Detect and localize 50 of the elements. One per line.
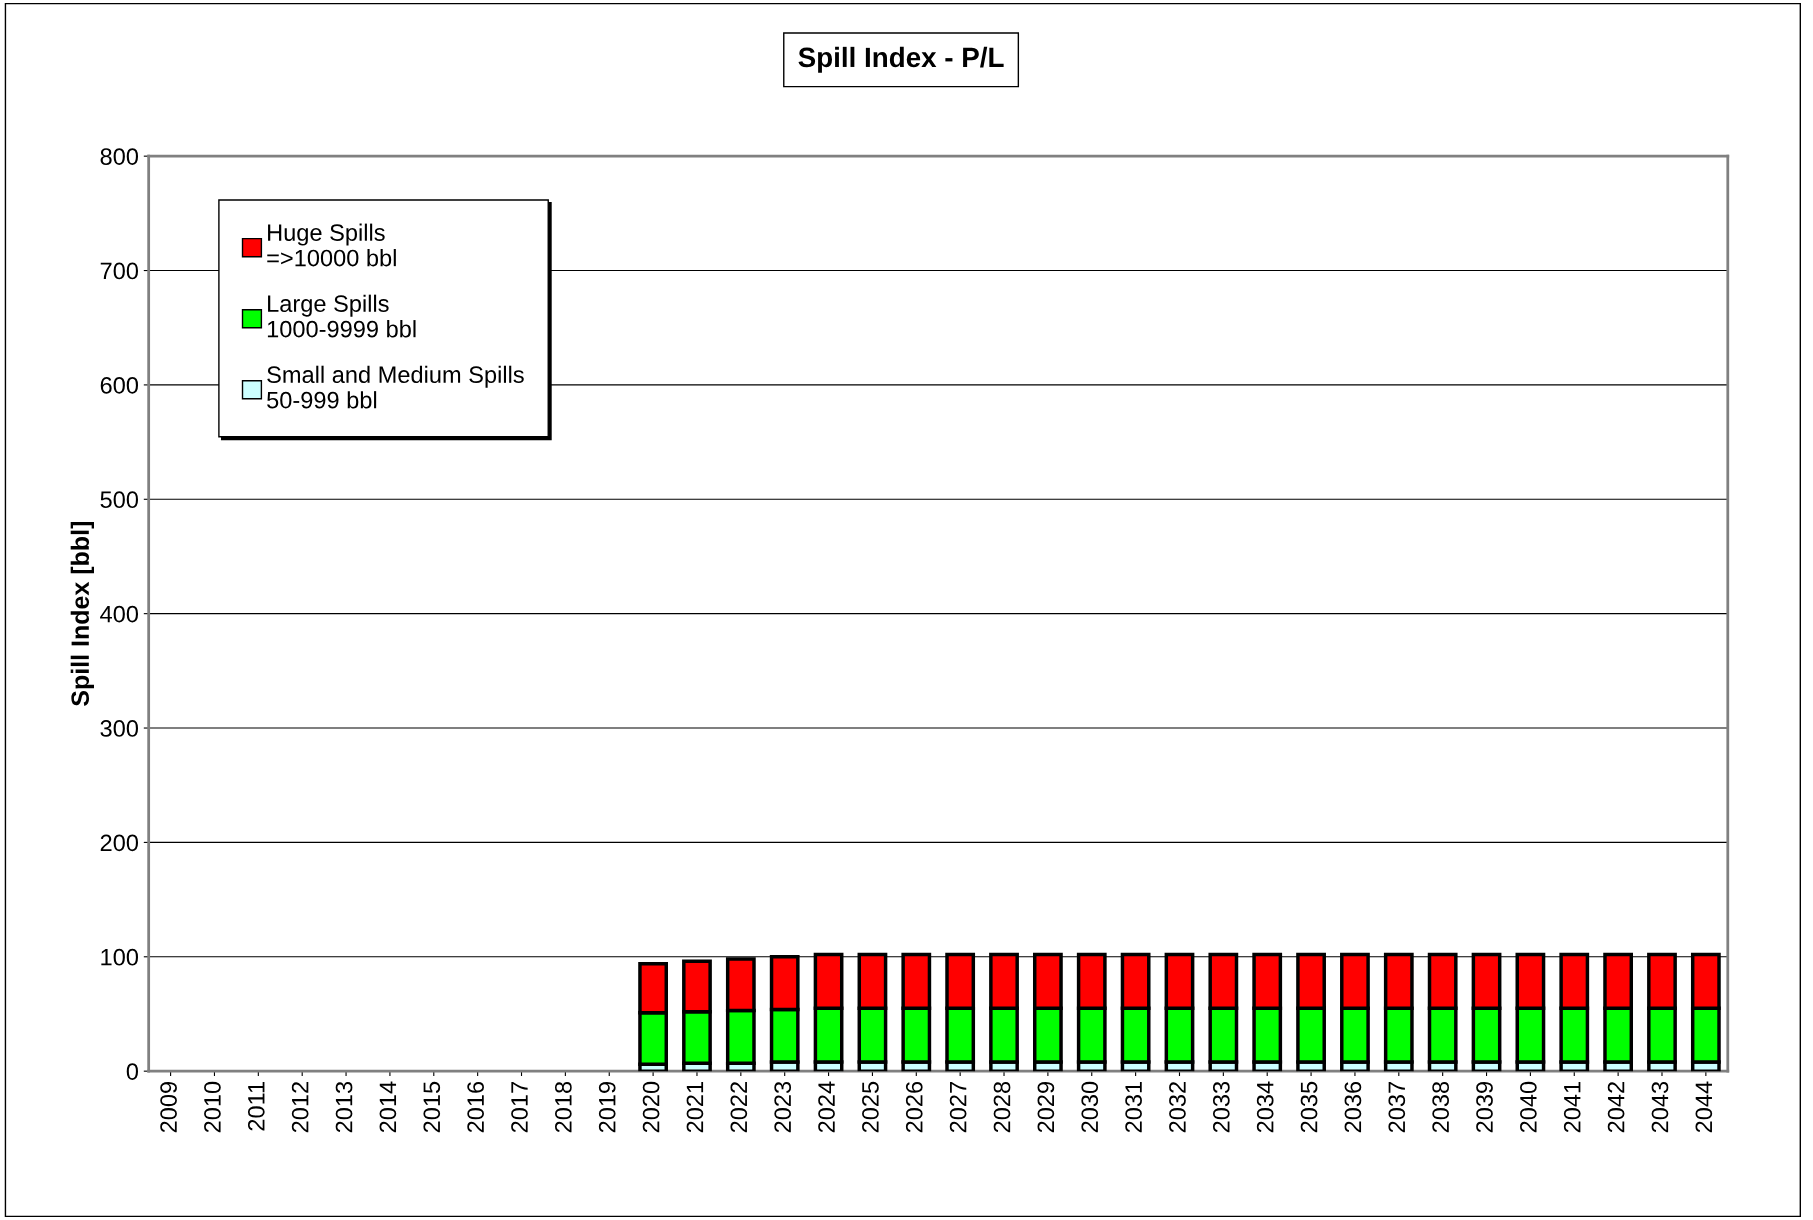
x-tick-label: 2034 — [1256, 1081, 1274, 1133]
x-tick-label: 2013 — [335, 1081, 353, 1133]
x-tick-label: 2028 — [993, 1081, 1011, 1133]
x-tick-label: 2038 — [1432, 1081, 1450, 1133]
x-tick-label: 2009 — [160, 1082, 177, 1133]
x-tick-label: 2040 — [1520, 1081, 1537, 1133]
x-tick-label: 2017 — [511, 1082, 528, 1133]
x-tick-label: 2021 — [686, 1082, 704, 1133]
x-tick-label: 2035 — [1300, 1081, 1318, 1133]
x-tick-label: 2018 — [555, 1081, 572, 1133]
y-tick-label: 400 — [100, 605, 139, 623]
x-tick-label: 2031 — [1125, 1082, 1142, 1133]
y-tick-label: 800 — [100, 148, 139, 165]
x-tick-label: 2029 — [1037, 1082, 1055, 1133]
x-tick-label: 2020 — [642, 1081, 660, 1133]
x-tick-label: 2025 — [862, 1081, 879, 1133]
y-tick-label: 100 — [101, 948, 139, 966]
x-tick-label: 2030 — [1081, 1081, 1099, 1133]
legend-label: Small and Medium Spills 50-999 bbl — [267, 365, 524, 409]
y-axis-title: Spill Index [bbl] — [70, 522, 94, 706]
x-tick-label: 2042 — [1607, 1082, 1625, 1133]
y-tick-label: 600 — [100, 376, 139, 394]
legend-label: Large Spills 1000-9999 bbl — [267, 294, 416, 338]
x-tick-label: 2027 — [949, 1082, 967, 1133]
y-tick-label: 0 — [126, 1063, 139, 1080]
x-tick-label: 2044 — [1695, 1081, 1713, 1133]
x-tick-label: 2024 — [818, 1081, 835, 1133]
x-tick-label: 2015 — [423, 1081, 441, 1133]
x-tick-label: 2036 — [1344, 1081, 1362, 1133]
y-tick-label: 300 — [100, 720, 139, 737]
legend-label: Huge Spills =>10000 bbl — [267, 223, 396, 267]
x-tick-label: 2039 — [1476, 1082, 1493, 1133]
x-tick-label: 2037 — [1388, 1082, 1406, 1133]
x-tick-label: 2026 — [905, 1081, 923, 1133]
x-tick-label: 2011 — [247, 1082, 265, 1131]
x-tick-label: 2033 — [1212, 1081, 1230, 1133]
x-tick-label: 2016 — [467, 1081, 484, 1133]
x-tick-label: 2032 — [1169, 1082, 1186, 1133]
y-tick-label: 200 — [100, 834, 139, 852]
x-tick-label: 2014 — [379, 1081, 397, 1133]
x-tick-label: 2041 — [1563, 1082, 1581, 1133]
chart-title: Spill Index - P/L — [798, 46, 1004, 73]
x-tick-label: 2012 — [291, 1082, 309, 1133]
y-tick-label: 500 — [100, 491, 139, 509]
x-tick-label: 2010 — [204, 1081, 221, 1133]
x-tick-label: 2022 — [730, 1082, 748, 1133]
x-tick-label: 2043 — [1651, 1081, 1669, 1133]
y-tick-label: 700 — [100, 262, 139, 280]
x-tick-label: 2019 — [598, 1082, 616, 1133]
x-tick-label: 2023 — [774, 1081, 792, 1133]
